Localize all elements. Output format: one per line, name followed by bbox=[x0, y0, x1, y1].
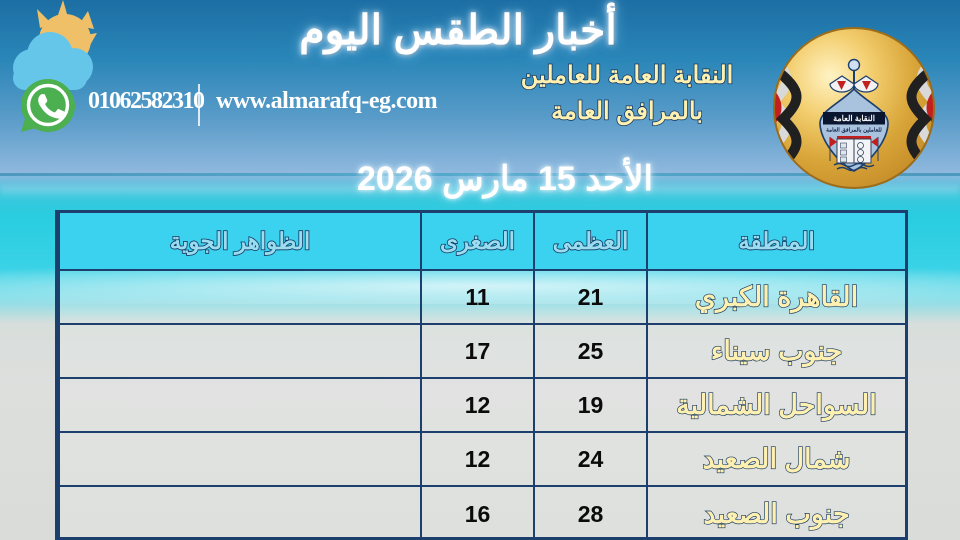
svg-text:النقابة العامة: النقابة العامة bbox=[833, 114, 875, 123]
svg-text:للعاملين بالمرافق العامة: للعاملين بالمرافق العامة bbox=[826, 127, 882, 134]
